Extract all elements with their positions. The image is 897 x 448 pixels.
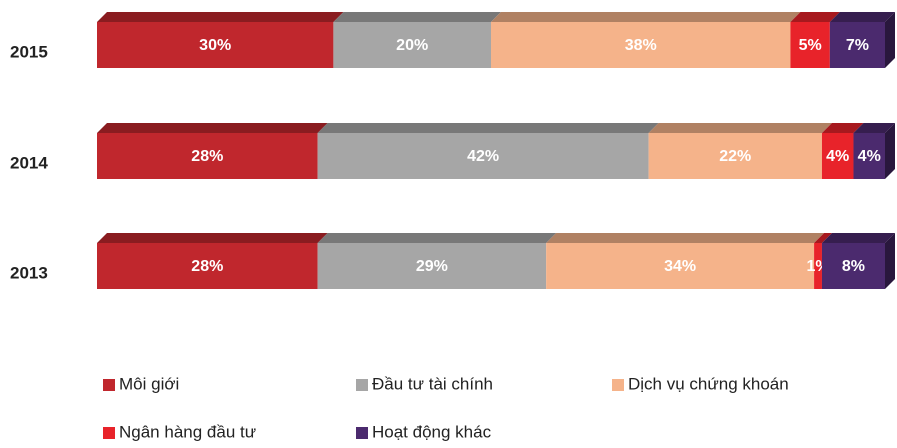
legend-label: Dịch vụ chứng khoán <box>628 374 789 393</box>
bar-top <box>546 233 825 243</box>
bar <box>97 22 334 68</box>
value-label: 28% <box>191 148 223 165</box>
bar-top <box>821 123 864 133</box>
bar-top <box>97 123 328 133</box>
legend-label: Đầu tư tài chính <box>372 374 493 393</box>
bar <box>790 22 830 68</box>
legend-marker <box>103 427 115 439</box>
bar <box>317 133 649 179</box>
bar <box>853 133 885 179</box>
value-label: 4% <box>858 148 881 165</box>
value-label: 8% <box>842 258 865 275</box>
bar <box>546 243 815 289</box>
legend-label: Môi giới <box>119 374 179 393</box>
bar-side <box>885 12 895 68</box>
bar-side <box>885 233 895 289</box>
legend-marker <box>612 379 624 391</box>
bar-top <box>853 123 895 133</box>
bar-top <box>814 233 832 243</box>
bar <box>491 22 791 68</box>
value-label: 20% <box>396 37 428 54</box>
value-label: 30% <box>199 37 231 54</box>
bar <box>648 133 822 179</box>
value-label: 29% <box>416 258 448 275</box>
value-label: 5% <box>799 37 822 54</box>
bar-top <box>491 12 801 22</box>
category-label: 2013 <box>10 263 48 282</box>
bar <box>97 243 318 289</box>
bar-top <box>317 233 557 243</box>
legend-marker <box>356 427 368 439</box>
category-label: 2015 <box>10 42 48 61</box>
bar-side <box>885 123 895 179</box>
bar-top <box>648 123 832 133</box>
legend-marker <box>103 379 115 391</box>
bar-top <box>790 12 840 22</box>
legend-label: Hoạt động khác <box>372 422 492 441</box>
bar-top <box>317 123 659 133</box>
bar-top <box>829 12 895 22</box>
value-label: 38% <box>625 37 657 54</box>
value-label: 22% <box>719 148 751 165</box>
value-label: 4% <box>826 148 849 165</box>
value-label: 42% <box>467 148 499 165</box>
bar <box>317 243 547 289</box>
bar <box>333 22 491 68</box>
bar-top <box>821 233 895 243</box>
legend-marker <box>356 379 368 391</box>
bar-top <box>333 12 501 22</box>
category-label: 2014 <box>10 153 48 172</box>
value-label: 34% <box>664 258 696 275</box>
legend-label: Ngân hàng đầu tư <box>119 422 256 441</box>
bar <box>821 133 854 179</box>
bar <box>814 243 822 289</box>
bar <box>829 22 885 68</box>
value-label: 7% <box>846 37 869 54</box>
bar <box>821 243 885 289</box>
bar-top <box>97 12 344 22</box>
bar-top <box>97 233 328 243</box>
value-label: 28% <box>191 258 223 275</box>
bar <box>97 133 318 179</box>
